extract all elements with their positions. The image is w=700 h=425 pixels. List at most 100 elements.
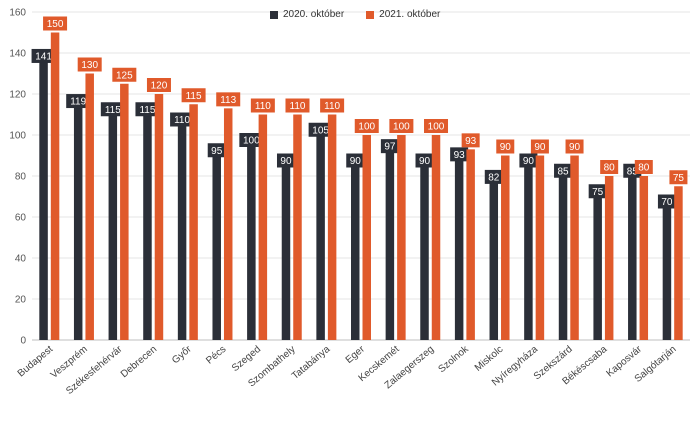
data-label-box	[308, 122, 333, 137]
data-label: 110	[290, 101, 306, 112]
legend-item-2020[interactable]: 2020. október	[270, 9, 344, 20]
bar-2020	[281, 155, 291, 340]
bar-2020	[662, 196, 672, 340]
bar-2020	[212, 145, 221, 340]
data-label: 75	[673, 173, 685, 184]
y-tick-label: 0	[20, 336, 26, 347]
data-label-box	[588, 184, 607, 199]
data-label: 115	[139, 105, 155, 116]
data-label-box	[496, 139, 515, 154]
bar-2020	[385, 141, 395, 340]
bar-2020	[177, 114, 187, 340]
data-label: 93	[454, 150, 466, 161]
bar-2021	[535, 155, 545, 340]
bar-2020	[316, 124, 325, 340]
x-tick-label: Szolnok	[436, 343, 471, 375]
bar-2020	[489, 171, 499, 340]
data-label-box	[216, 92, 241, 107]
data-label-box	[389, 119, 414, 133]
data-label: 115	[186, 91, 202, 102]
legend: 2020. október 2021. október	[270, 9, 440, 20]
data-label: 125	[116, 70, 133, 81]
data-label-box	[530, 139, 549, 154]
legend-label-2020: 2020. október	[283, 9, 345, 20]
data-label-box	[135, 102, 160, 117]
data-label: 85	[557, 166, 569, 177]
y-tick-label: 80	[15, 172, 27, 183]
data-label-box	[181, 88, 206, 103]
bar-2021	[258, 114, 268, 340]
bar-2020	[39, 50, 48, 340]
data-label: 90	[350, 156, 362, 167]
data-label: 80	[638, 163, 650, 174]
data-label-box	[170, 112, 195, 127]
y-tick-label: 20	[15, 295, 27, 306]
data-label: 90	[534, 142, 546, 153]
data-label: 90	[500, 142, 512, 153]
data-label: 100	[243, 136, 260, 147]
bar-2021	[397, 135, 406, 340]
bar-2021	[120, 83, 129, 340]
data-label-box	[43, 16, 68, 31]
data-label: 150	[47, 19, 64, 30]
bar-2021	[674, 186, 683, 340]
data-label: 115	[105, 105, 121, 116]
data-label-box	[320, 98, 345, 113]
data-label-box	[424, 119, 449, 133]
data-label-box	[77, 57, 102, 72]
bar-2021	[431, 135, 441, 340]
data-label: 130	[81, 60, 98, 71]
data-label: 75	[592, 187, 604, 198]
data-label: 141	[35, 51, 52, 62]
data-label: 93	[465, 136, 477, 147]
data-label-box	[276, 153, 295, 168]
data-label: 97	[384, 142, 396, 153]
data-label-box	[285, 98, 310, 113]
y-tick-label: 140	[9, 49, 26, 60]
data-label-box	[415, 153, 434, 168]
data-label-box	[554, 163, 573, 178]
data-label: 100	[393, 122, 410, 133]
data-label: 110	[174, 115, 190, 126]
bar-2020	[558, 165, 568, 340]
legend-swatch-2021	[366, 10, 375, 19]
data-label: 90	[569, 142, 581, 153]
bar-2021	[85, 73, 94, 340]
data-label-box	[66, 94, 91, 109]
x-tick-label: Tatabánya	[290, 344, 333, 382]
bar-2020	[524, 155, 533, 340]
bar-2021	[362, 135, 371, 340]
data-label: 113	[220, 95, 236, 106]
data-label-box	[354, 119, 379, 133]
data-label-box	[669, 170, 688, 185]
data-label: 90	[523, 156, 535, 167]
data-label-box	[634, 160, 653, 174]
bar-2021	[189, 104, 198, 340]
data-label-box	[565, 139, 584, 154]
data-label-box	[657, 194, 676, 209]
data-label: 90	[419, 156, 431, 167]
x-tick-label: Debrecen	[119, 344, 159, 380]
data-label-box	[250, 98, 275, 113]
y-tick-label: 120	[9, 90, 26, 101]
bar-2021	[327, 114, 337, 340]
bar-2020	[247, 135, 256, 340]
data-label-box	[519, 153, 538, 168]
x-tick-label: Pécs	[204, 344, 228, 367]
bar-2020	[454, 149, 464, 340]
bar-2021	[293, 114, 302, 340]
data-label: 70	[661, 197, 673, 208]
data-label-box	[461, 133, 480, 148]
bar-2020	[593, 186, 602, 340]
data-label-box	[100, 102, 125, 117]
legend-item-2021[interactable]: 2021. október	[366, 9, 440, 20]
bar-2021	[466, 149, 475, 340]
y-tick-label: 160	[9, 8, 26, 19]
data-label-box	[239, 133, 264, 147]
data-label-box	[346, 153, 365, 168]
bar-2021	[154, 94, 164, 340]
data-label: 120	[151, 81, 168, 92]
bar-2021	[50, 32, 60, 340]
